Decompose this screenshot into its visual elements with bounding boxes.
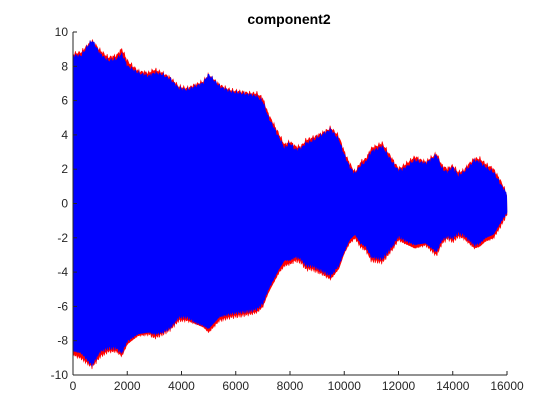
- y-tick-label: -10: [51, 368, 69, 382]
- x-tick-label: 6000: [222, 379, 249, 393]
- y-tick-label: -6: [57, 299, 68, 313]
- x-tick-label: 14000: [436, 379, 470, 393]
- plot-area: [72, 32, 508, 375]
- y-tick-label: 2: [61, 162, 68, 176]
- x-tick-label: 4000: [168, 379, 195, 393]
- y-tick-label: -8: [57, 334, 68, 348]
- x-tick-label: 16000: [490, 379, 524, 393]
- x-tick-label: 0: [70, 379, 77, 393]
- y-tick-label: 10: [55, 25, 69, 39]
- y-tick-label: 8: [61, 59, 68, 73]
- series-2-signal: [72, 39, 508, 367]
- axes: 0 2000 4000 6000 8000 10000 12000 14000 16000 -10…: [51, 25, 524, 393]
- x-tick-label: 10000: [328, 379, 362, 393]
- y-tick-label: -4: [57, 265, 68, 279]
- x-tick-label: 2000: [114, 379, 141, 393]
- y-tick-label: -2: [57, 231, 68, 245]
- x-tick-label: 8000: [277, 379, 304, 393]
- y-tick-label: 0: [61, 197, 68, 211]
- x-tick-label: 12000: [382, 379, 416, 393]
- y-tick-label: 4: [61, 128, 68, 142]
- chart-title: component2: [247, 11, 330, 27]
- y-tick-label: 6: [61, 94, 68, 108]
